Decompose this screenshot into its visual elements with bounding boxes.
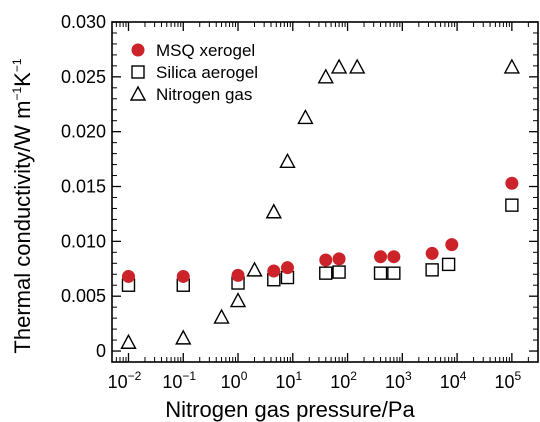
y-axis-label-exp1: −1 [10, 86, 24, 100]
x-tick-exponent: 0 [241, 369, 248, 383]
x-tick-label: 104 [440, 369, 467, 392]
msq-xerogel-point [267, 264, 281, 278]
x-tick-exponent: 1 [295, 369, 302, 383]
x-tick-base: 10 [495, 372, 515, 392]
x-tick-base: 10 [275, 372, 295, 392]
x-tick-labels: 10−2 10−1 100 101 102 103 104 105 [108, 369, 522, 392]
y-axis-label-prefix: Thermal conductivity/W m [10, 101, 35, 354]
x-tick-exponent: 3 [405, 369, 412, 383]
x-axis-label: Nitrogen gas pressure/Pa [165, 397, 415, 422]
y-tick-label: 0.030 [61, 12, 106, 32]
nitrogen-gas-point [246, 261, 263, 277]
msq-xerogel-point [374, 250, 388, 264]
x-tick-base: 10 [108, 372, 128, 392]
x-tick-exponent: 5 [515, 369, 522, 383]
y-tick-labels: 0 0.005 0.010 0.015 0.020 0.025 0.030 [61, 12, 106, 361]
y-axis-label: Thermal conductivity/W m−1K−1 [10, 58, 35, 353]
legend-marker [131, 43, 145, 57]
nitrogen-gas-point [330, 58, 348, 74]
silica-aerogel-point [332, 265, 346, 279]
legend-label: Nitrogen gas [156, 85, 252, 104]
legend: MSQ xerogel Silica aerogel Nitrogen gas [129, 41, 258, 104]
legend-marker [129, 85, 147, 101]
y-tick-label: 0.020 [61, 122, 106, 142]
nitrogen-gas-point [229, 292, 247, 308]
msq-xerogel-point [445, 238, 459, 252]
plot-frame [111, 21, 539, 363]
nitrogen-gas-point [503, 58, 521, 74]
nitrogen-gas-point [317, 68, 334, 84]
x-tick-label: 102 [330, 369, 357, 392]
y-axis-label-exp2: −1 [10, 58, 24, 72]
y-tick-label: 0.010 [61, 231, 106, 251]
nitrogen-gas-point [265, 203, 282, 219]
msq-xerogel-point [176, 269, 190, 283]
x-tick-base: 10 [221, 372, 241, 392]
msq-xerogel-point [387, 250, 401, 264]
x-tick-label: 101 [275, 369, 302, 392]
x-tick-base: 10 [162, 372, 182, 392]
msq-xerogel-point [425, 246, 439, 260]
nitrogen-gas-point [213, 308, 230, 324]
x-tick-exponent: −2 [128, 369, 142, 383]
msq-xerogel-point [319, 253, 333, 267]
x-tick-base: 10 [330, 372, 350, 392]
silica-aerogel-point [441, 257, 456, 272]
silica-aerogel-point [373, 266, 388, 280]
nitrogen-gas-point [349, 58, 366, 74]
nitrogen-gas-point [120, 333, 137, 349]
y-axis-label-mid: K [10, 72, 35, 87]
nitrogen-gas-point [297, 108, 314, 125]
x-tick-base: 10 [385, 372, 405, 392]
y-tick-label: 0.025 [61, 67, 106, 87]
y-tick-label: 0.005 [61, 286, 106, 306]
x-tick-label: 10−2 [108, 369, 142, 392]
msq-xerogel-point [280, 261, 294, 275]
legend-label: Silica aerogel [156, 63, 258, 82]
x-tick-exponent: 4 [460, 369, 467, 383]
y-tick-label: 0 [96, 341, 106, 361]
data-points [120, 58, 521, 349]
silica-aerogel-point [425, 263, 439, 277]
msq-xerogel-point [505, 176, 519, 190]
legend-marker [131, 65, 145, 79]
x-tick-exponent: 2 [350, 369, 357, 383]
msq-xerogel-point [231, 268, 245, 282]
silica-aerogel-point [505, 198, 519, 212]
x-tick-label: 103 [385, 369, 412, 392]
msq-xerogel-point [121, 269, 135, 283]
x-tick-label: 105 [495, 369, 522, 392]
x-tick-exponent: −1 [182, 369, 196, 383]
legend-label: MSQ xerogel [156, 41, 255, 60]
axis-ticks [111, 21, 539, 362]
msq-xerogel-point [332, 252, 346, 266]
x-tick-label: 100 [221, 369, 248, 392]
silica-aerogel-point [319, 266, 333, 280]
nitrogen-gas-point [279, 152, 296, 168]
y-tick-label: 0.015 [61, 177, 106, 197]
silica-aerogel-point [387, 266, 401, 280]
x-tick-label: 10−1 [162, 369, 196, 392]
x-tick-base: 10 [440, 372, 460, 392]
nitrogen-gas-point [175, 329, 192, 345]
